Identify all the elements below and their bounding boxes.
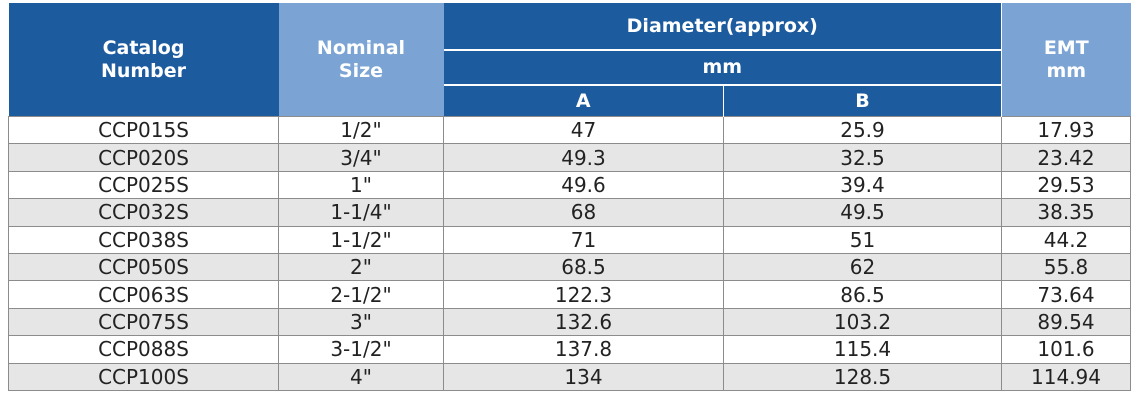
cell-diameter-b: 86.5 xyxy=(722,280,1003,309)
cell-catalog-number: CCP032S xyxy=(8,198,279,227)
cell-diameter-b: 62 xyxy=(722,253,1003,282)
cell-nominal-size: 3-1/2" xyxy=(278,335,444,364)
table-row: CCP088S 3-1/2" 137.8 115.4 101.6 xyxy=(8,335,1132,364)
header-catalog-number: Catalog Number xyxy=(8,3,279,117)
cell-nominal-size: 1" xyxy=(278,171,444,200)
table-body: CCP015S 1/2" 47 25.9 17.93 CCP020S 3/4" 49.3 32.… xyxy=(8,115,1132,391)
cell-diameter-b: 39.4 xyxy=(722,171,1003,200)
cell-emt: 55.8 xyxy=(1001,253,1132,282)
cell-diameter-a: 49.3 xyxy=(443,143,724,172)
cell-emt: 23.42 xyxy=(1001,143,1132,172)
cell-catalog-number: CCP025S xyxy=(8,171,279,200)
table-header: Catalog Number Nominal Size Diameter(app… xyxy=(8,3,1131,117)
cell-diameter-a: 134 xyxy=(443,363,724,391)
cell-diameter-b: 103.2 xyxy=(722,308,1003,337)
cell-catalog-number: CCP100S xyxy=(8,363,279,391)
cell-diameter-b: 25.9 xyxy=(722,115,1003,145)
spec-table: Catalog Number Nominal Size Diameter(app… xyxy=(8,3,1132,391)
cell-diameter-a: 71 xyxy=(443,226,724,254)
table-row: CCP050S 2" 68.5 62 55.8 xyxy=(8,253,1132,282)
cell-diameter-a: 132.6 xyxy=(443,308,724,337)
header-col-b: B xyxy=(723,85,1002,117)
header-diameter: Diameter(approx) xyxy=(443,3,1002,51)
table-row: CCP063S 2-1/2" 122.3 86.5 73.64 xyxy=(8,280,1132,309)
cell-catalog-number: CCP088S xyxy=(8,335,279,364)
header-col-a: A xyxy=(443,85,724,117)
cell-catalog-number: CCP050S xyxy=(8,253,279,282)
header-emt: EMT mm xyxy=(1001,3,1131,117)
cell-emt: 101.6 xyxy=(1001,335,1132,364)
cell-catalog-number: CCP075S xyxy=(8,308,279,337)
cell-emt: 44.2 xyxy=(1001,226,1132,254)
table-row: CCP100S 4" 134 128.5 114.94 xyxy=(8,363,1132,391)
cell-emt: 114.94 xyxy=(1001,363,1132,391)
table-row: CCP015S 1/2" 47 25.9 17.93 xyxy=(8,115,1132,145)
cell-nominal-size: 3" xyxy=(278,308,444,337)
cell-diameter-a: 68.5 xyxy=(443,253,724,282)
table-row: CCP038S 1-1/2" 71 51 44.2 xyxy=(8,226,1132,254)
cell-diameter-b: 49.5 xyxy=(722,198,1003,227)
cell-catalog-number: CCP015S xyxy=(8,115,279,145)
cell-diameter-b: 51 xyxy=(722,226,1003,254)
cell-diameter-a: 137.8 xyxy=(443,335,724,364)
cell-diameter-b: 32.5 xyxy=(722,143,1003,172)
cell-catalog-number: CCP038S xyxy=(8,226,279,254)
cell-nominal-size: 1/2" xyxy=(278,115,444,145)
cell-emt: 73.64 xyxy=(1001,280,1132,309)
cell-catalog-number: CCP020S xyxy=(8,143,279,172)
table-row: CCP075S 3" 132.6 103.2 89.54 xyxy=(8,308,1132,337)
cell-nominal-size: 3/4" xyxy=(278,143,444,172)
header-diameter-unit: mm xyxy=(443,50,1002,86)
cell-emt: 29.53 xyxy=(1001,171,1132,200)
table-row: CCP032S 1-1/4" 68 49.5 38.35 xyxy=(8,198,1132,227)
header-nominal-size: Nominal Size xyxy=(278,3,444,117)
cell-nominal-size: 2" xyxy=(278,253,444,282)
cell-emt: 17.93 xyxy=(1001,115,1132,145)
table-row: CCP020S 3/4" 49.3 32.5 23.42 xyxy=(8,143,1132,172)
cell-diameter-a: 49.6 xyxy=(443,171,724,200)
cell-emt: 89.54 xyxy=(1001,308,1132,337)
cell-nominal-size: 4" xyxy=(278,363,444,391)
cell-diameter-a: 122.3 xyxy=(443,280,724,309)
cell-diameter-b: 115.4 xyxy=(722,335,1003,364)
table-row: CCP025S 1" 49.6 39.4 29.53 xyxy=(8,171,1132,200)
cell-nominal-size: 2-1/2" xyxy=(278,280,444,309)
cell-diameter-b: 128.5 xyxy=(722,363,1003,391)
cell-emt: 38.35 xyxy=(1001,198,1132,227)
cell-nominal-size: 1-1/2" xyxy=(278,226,444,254)
cell-diameter-a: 47 xyxy=(443,115,724,145)
cell-diameter-a: 68 xyxy=(443,198,724,227)
cell-catalog-number: CCP063S xyxy=(8,280,279,309)
cell-nominal-size: 1-1/4" xyxy=(278,198,444,227)
